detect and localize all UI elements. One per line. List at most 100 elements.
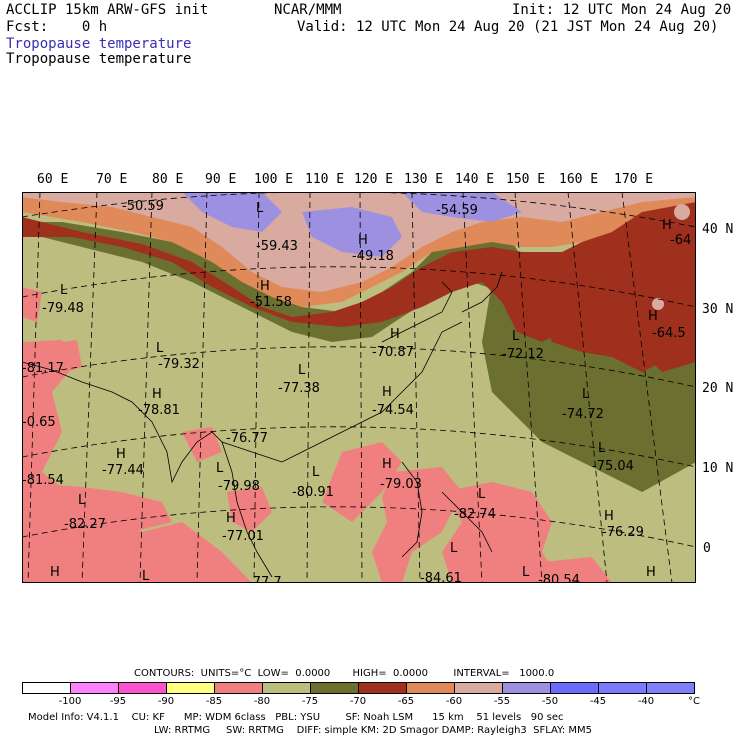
map-label: H (358, 233, 368, 248)
colorbar-tick: -95 (109, 696, 127, 707)
map-label: L (312, 465, 320, 480)
field-title-shaded: Tropopause temperature (6, 36, 192, 52)
model-info-line-2: LW: RRTMG SW: RRTMG DIFF: simple KM: 2D … (154, 725, 593, 736)
map-label: H (152, 387, 162, 402)
map-label: -77.7 (248, 575, 282, 583)
map-label: -84.61 (420, 571, 462, 583)
map-label: -81.17 (22, 361, 64, 376)
colorbar-tick: -100 (58, 696, 82, 707)
map-label: H (260, 279, 270, 294)
map-label: L (256, 201, 264, 216)
map-label: -54.59 (436, 203, 478, 218)
colorbar-cell (23, 683, 71, 693)
map-label: L (522, 565, 530, 580)
map-label: -0.65 (22, 415, 56, 430)
colorbar-tick: -65 (397, 696, 415, 707)
map-label: -59.43 (256, 239, 298, 254)
map-label: -79.48 (42, 301, 84, 316)
forecast-hour: Fcst: 0 h (6, 19, 108, 35)
map-label: -76.77 (226, 431, 268, 446)
very-cold-patches (22, 287, 612, 583)
map-label: L (478, 487, 486, 502)
map-label: H (648, 309, 658, 324)
map-label: H (50, 565, 60, 580)
model-info-line-1: Model Info: V4.1.1 CU: KF MP: WDM 6class… (28, 712, 564, 723)
colorbar (22, 682, 695, 694)
tropopause-temperature-map: -50.59 L -59.43 H -49.18 -54.59 H -64 H … (22, 192, 696, 583)
lon-label: 140 E (455, 172, 495, 187)
valid-time: Valid: 12 UTC Mon 24 Aug 20 (21 JST Mon … (297, 19, 719, 35)
map-label: -77.01 (222, 529, 264, 544)
map-label: L (142, 569, 150, 583)
map-label: -82.74 (454, 507, 496, 522)
lat-label: 0 (703, 541, 711, 556)
colorbar-cell (407, 683, 455, 693)
colorbar-cell (71, 683, 119, 693)
map-label: L (512, 329, 520, 344)
map-label: -78.81 (138, 403, 180, 418)
map-label: H (604, 509, 614, 524)
purple-patches (182, 192, 522, 257)
dark-red-tongue (542, 302, 662, 372)
colorbar-cell (119, 683, 167, 693)
colorbar-tick: -40 (637, 696, 655, 707)
lon-label: 110 E (305, 172, 345, 187)
colorbar-tick: -55 (493, 696, 511, 707)
lat-label: 30 N (702, 302, 734, 317)
colorbar-tick: -75 (301, 696, 319, 707)
small-warm-cell (652, 298, 664, 310)
small-warm-cell (674, 204, 690, 220)
map-label: -49.18 (352, 249, 394, 264)
map-label: -79.32 (158, 357, 200, 372)
lon-label: 150 E (506, 172, 546, 187)
colorbar-tick: -80 (253, 696, 271, 707)
lon-label: 60 E (37, 172, 69, 187)
map-label: H (662, 218, 672, 233)
field-title-contour: Tropopause temperature (6, 51, 192, 67)
init-time: Init: 12 UTC Mon 24 Aug 20 (512, 2, 732, 18)
colorbar-unit: °C (688, 696, 700, 707)
map-label: L (598, 441, 606, 456)
map-label: H (646, 565, 656, 580)
map-label: L (298, 363, 306, 378)
map-label: L (450, 541, 458, 556)
map-label: -76.29 (602, 525, 644, 540)
colorbar-tick: -90 (157, 696, 175, 707)
lat-label: 40 N (702, 222, 734, 237)
map-label: -79.98 (218, 479, 260, 494)
lat-label: 20 N (702, 381, 734, 396)
map-label: H (226, 511, 236, 526)
colorbar-tick: -85 (205, 696, 223, 707)
coastlines (22, 271, 503, 578)
colorbar-cell (263, 683, 311, 693)
map-label: -79.03 (380, 477, 422, 492)
map-label: H (390, 327, 400, 342)
map-label: -74.54 (372, 403, 414, 418)
map-extrema-labels: -50.59 L -59.43 H -49.18 -54.59 H -64 H … (22, 199, 691, 583)
map-label: H (116, 447, 126, 462)
lon-label: 160 E (559, 172, 599, 187)
map-label: L (156, 341, 164, 356)
map-label: -64 (670, 233, 691, 248)
map-label: -81.54 (22, 473, 64, 488)
graticule (22, 192, 696, 583)
dark-red-band (22, 192, 696, 342)
map-label: -75.04 (592, 459, 634, 474)
map-panel: -50.59 L -59.43 H -49.18 -54.59 H -64 H … (22, 192, 696, 583)
map-label: -50.59 (122, 199, 164, 214)
map-label: -77.44 (102, 463, 144, 478)
lon-label: 120 E (354, 172, 394, 187)
map-label: -80.91 (292, 485, 334, 500)
contour-info: CONTOURS: UNITS=°C LOW= 0.0000 HIGH= 0.0… (134, 668, 555, 679)
colorbar-cell (503, 683, 551, 693)
colorbar-cell (359, 683, 407, 693)
colorbar-cell (599, 683, 647, 693)
map-label: H (382, 457, 392, 472)
colorbar-cell (311, 683, 359, 693)
colorbar-cell (551, 683, 599, 693)
lon-label: 100 E (254, 172, 294, 187)
lon-label: 90 E (205, 172, 237, 187)
map-label: -82.27 (64, 517, 106, 532)
model-title: ACCLIP 15km ARW-GFS init (6, 2, 209, 18)
map-label: L (78, 493, 86, 508)
